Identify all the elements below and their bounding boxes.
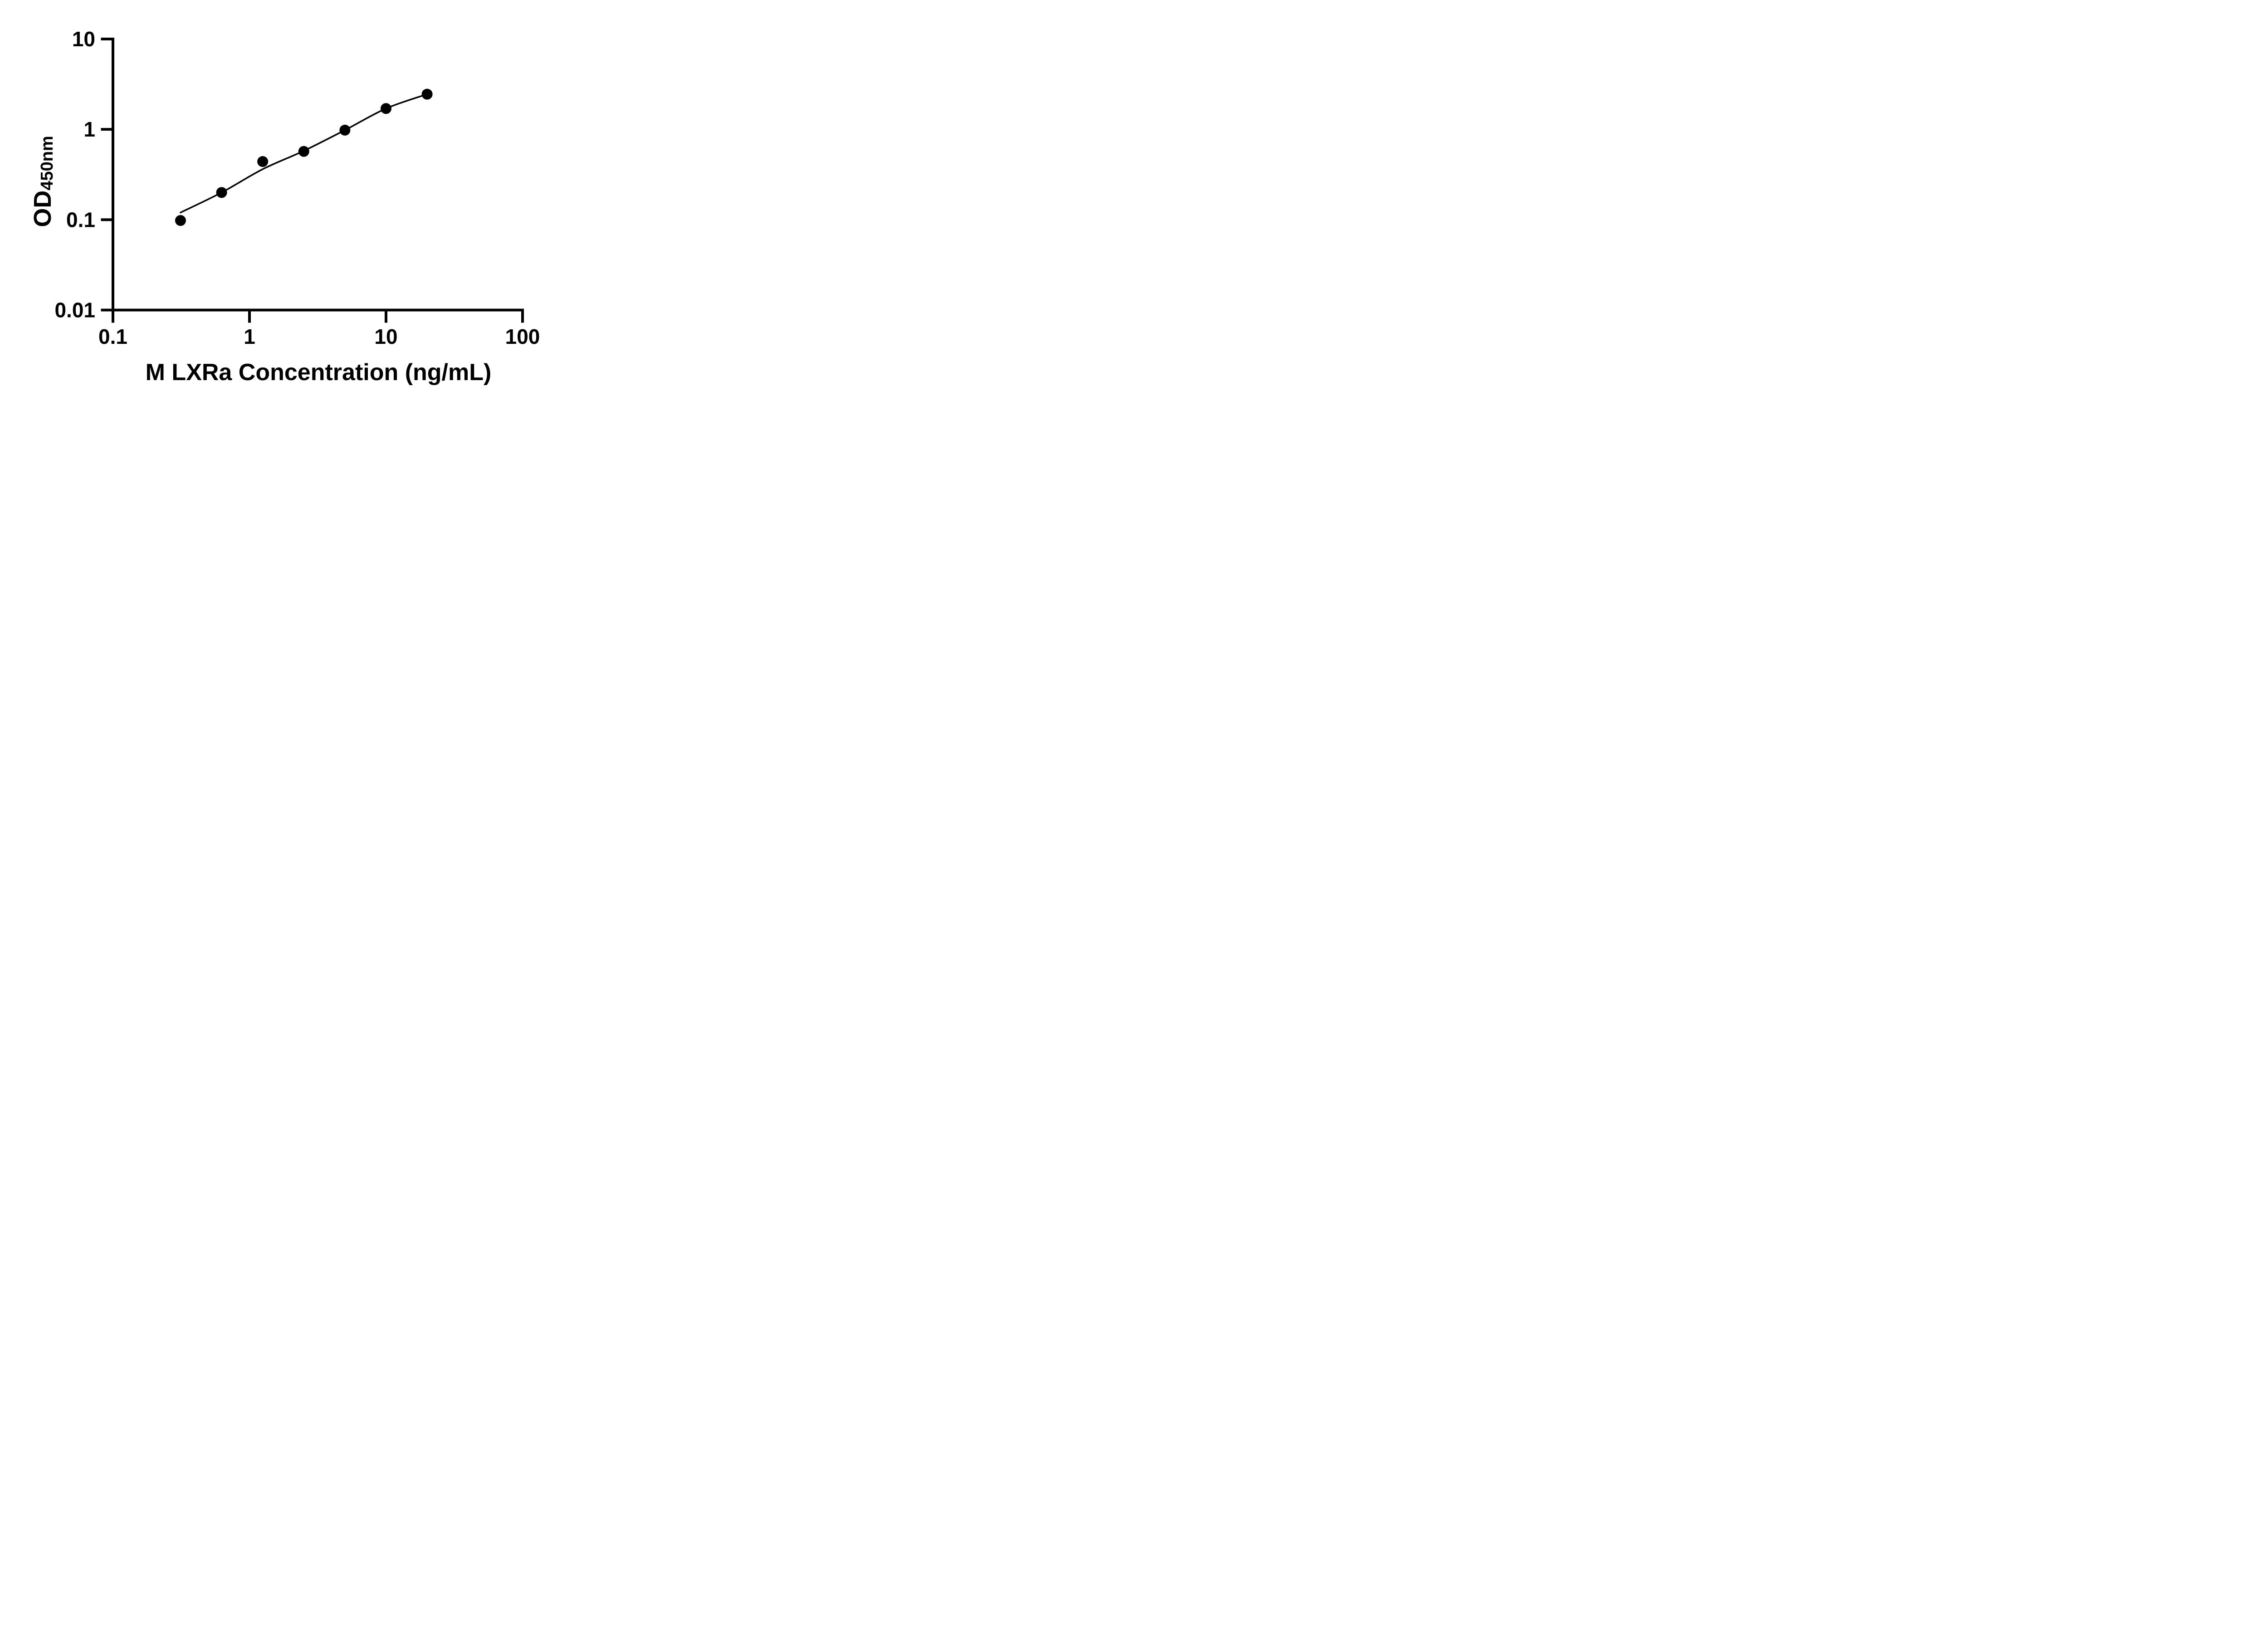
x-axis-ticks: [112, 310, 524, 323]
data-point: [298, 146, 309, 157]
x-tick-label: 100: [505, 325, 540, 348]
svg-text:OD450nm: OD450nm: [29, 136, 57, 227]
y-tick-label: 0.1: [66, 208, 95, 231]
x-tick-label: 0.1: [98, 325, 127, 348]
x-tick-label: 10: [374, 325, 397, 348]
data-points: [175, 88, 433, 226]
x-axis-title: M LXRa Concentration (ng/mL): [146, 359, 492, 386]
y-axis-title: OD450nm: [29, 136, 57, 227]
data-point: [175, 215, 186, 226]
data-point: [257, 156, 269, 167]
axes: [101, 37, 524, 323]
x-tick-label: 1: [244, 325, 255, 348]
y-tick-label: 0.01: [54, 298, 95, 322]
y-axis-tick-labels: 10 1 0.1 0.01: [54, 27, 95, 322]
y-axis-ticks: [101, 37, 113, 312]
y-tick-label: 1: [83, 117, 95, 141]
y-axis-title-main: OD: [29, 191, 56, 227]
data-point: [216, 187, 227, 198]
y-axis-title-subscript: 450nm: [38, 136, 57, 190]
y-tick-label: 10: [72, 27, 95, 51]
x-axis-tick-labels: 0.1 1 10 100: [98, 325, 540, 348]
data-point: [339, 124, 351, 136]
elisa-standard-curve-figure: 10 1 0.1 0.01 0.1 1 10 100 M LXRa Concentratio…: [0, 0, 583, 408]
data-point: [381, 103, 391, 114]
data-point: [421, 88, 433, 100]
